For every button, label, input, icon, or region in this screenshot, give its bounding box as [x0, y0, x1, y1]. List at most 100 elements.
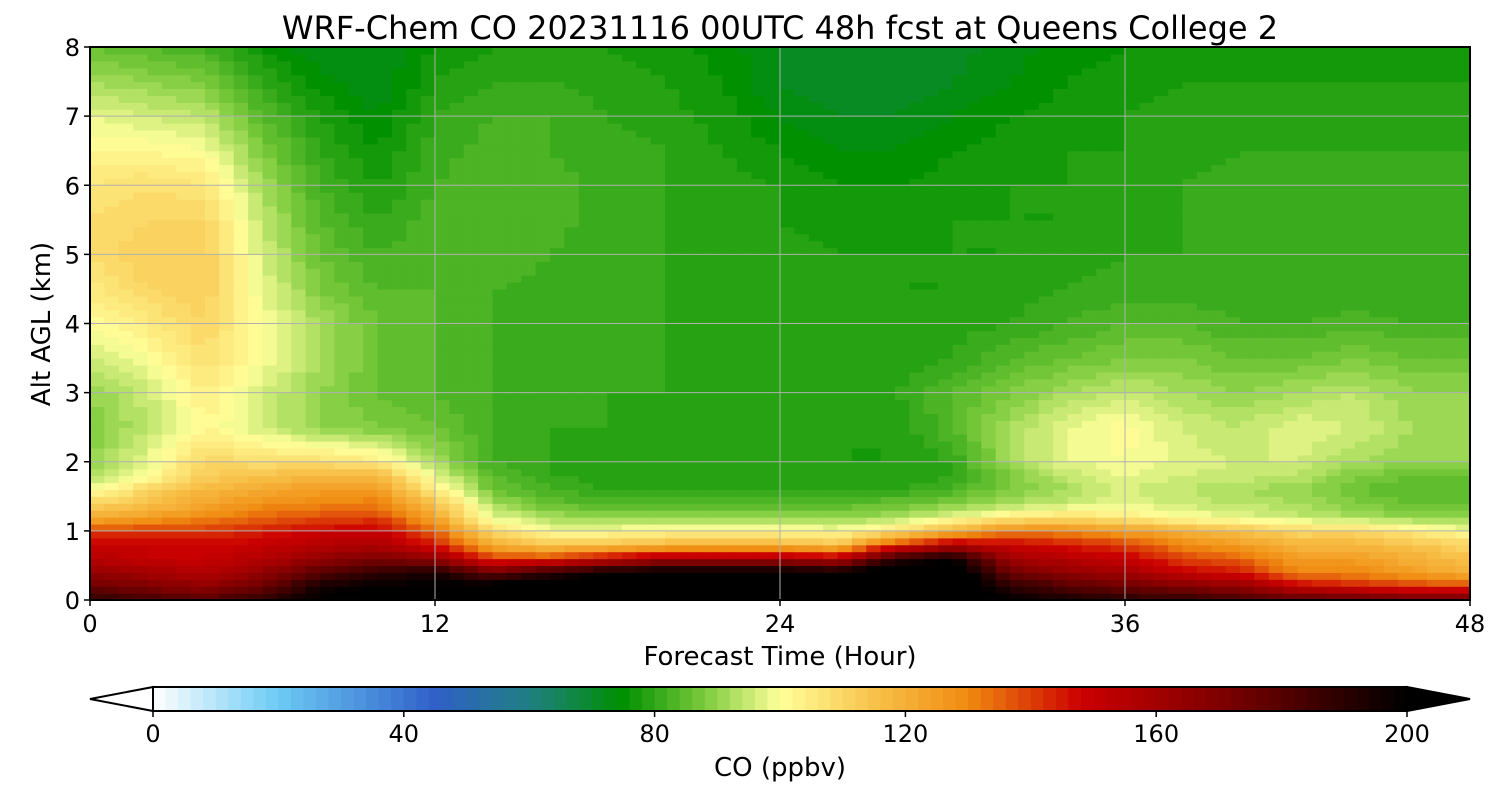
heatmap-cell [334, 406, 350, 414]
heatmap-cell [320, 489, 335, 497]
heatmap-cell [880, 558, 896, 567]
heatmap-cell [348, 468, 364, 477]
heatmap-cell [751, 468, 767, 477]
heatmap-cell [1081, 330, 1097, 338]
heatmap-cell [621, 399, 637, 408]
heatmap-cell [463, 240, 479, 249]
heatmap-cell [1297, 447, 1313, 456]
heatmap-cell [895, 544, 910, 553]
heatmap-cell [463, 461, 479, 470]
heatmap-cell [593, 247, 609, 255]
heatmap-cell [1139, 496, 1155, 504]
heatmap-cell [1182, 523, 1198, 532]
heatmap-cell [262, 323, 278, 332]
heatmap-cell [1125, 496, 1140, 504]
heatmap-cell [1268, 302, 1284, 311]
heatmap-cell [147, 371, 163, 380]
heatmap-cell [607, 240, 623, 249]
heatmap-cell [966, 330, 982, 338]
heatmap-cell [348, 503, 364, 511]
heatmap-cell [190, 364, 206, 373]
heatmap-cell [521, 523, 537, 532]
heatmap-cell [851, 517, 867, 525]
heatmap-cell [837, 579, 853, 587]
heatmap-cell [1110, 406, 1126, 414]
heatmap-cell [320, 392, 335, 401]
heatmap-cell [995, 475, 1011, 484]
heatmap-cell [320, 351, 335, 359]
heatmap-cell [1398, 468, 1414, 477]
heatmap-cell [693, 406, 709, 414]
heatmap-cell [406, 323, 422, 332]
heatmap-cell [780, 371, 795, 380]
heatmap-cell [478, 565, 494, 573]
heatmap-cell [233, 378, 249, 387]
heatmap-cell [190, 295, 206, 304]
heatmap-cell [1053, 288, 1069, 297]
heatmap-cell [1355, 275, 1370, 283]
heatmap-cell [1254, 441, 1270, 449]
heatmap-cell [1139, 427, 1155, 435]
heatmap-cell [1053, 240, 1069, 249]
heatmap-cell [147, 399, 163, 408]
heatmap-cell [219, 420, 235, 428]
heatmap-cell [1196, 579, 1212, 587]
heatmap-cell [621, 447, 637, 456]
heatmap-cell [1125, 503, 1140, 511]
heatmap-cell [1225, 579, 1241, 587]
heatmap-cell [1110, 510, 1126, 518]
heatmap-cell [1369, 371, 1385, 380]
heatmap-cell [708, 364, 724, 373]
heatmap-cell [1383, 371, 1399, 380]
heatmap-cell [1038, 268, 1054, 276]
heatmap-cell [133, 337, 149, 345]
heatmap-cell [722, 489, 738, 497]
heatmap-cell [420, 337, 436, 345]
heatmap-cell [363, 558, 379, 567]
heatmap-cell [1196, 275, 1212, 283]
heatmap-cell [952, 261, 968, 269]
heatmap-cell [305, 579, 321, 587]
heatmap-cell [334, 385, 350, 394]
heatmap-cell [751, 482, 767, 490]
heatmap-cell [190, 475, 206, 484]
heatmap-cell [1182, 288, 1198, 297]
heatmap-cell [205, 323, 220, 332]
heatmap-cell [938, 461, 954, 470]
heatmap-cell [363, 441, 379, 449]
heatmap-cell [118, 434, 134, 442]
heatmap-cell [895, 441, 910, 449]
heatmap-cell [1125, 461, 1140, 470]
heatmap-cell [1340, 558, 1356, 567]
heatmap-cell [923, 275, 939, 283]
heatmap-cell [463, 586, 479, 594]
heatmap-cell [1369, 434, 1385, 442]
heatmap-cell [823, 517, 839, 525]
heatmap-cell [736, 468, 752, 477]
heatmap-cell [1455, 565, 1471, 573]
heatmap-cell [938, 523, 954, 532]
heatmap-cell [320, 399, 335, 408]
heatmap-cell [406, 523, 422, 532]
heatmap-cell [535, 399, 551, 408]
heatmap-cell [104, 358, 120, 366]
heatmap-cell [1038, 496, 1054, 504]
heatmap-cell [291, 385, 307, 394]
heatmap-cell [1383, 413, 1399, 421]
heatmap-cell [837, 593, 853, 601]
heatmap-cell [1369, 503, 1385, 511]
heatmap-cell [1010, 510, 1025, 518]
heatmap-cell [1268, 337, 1284, 345]
heatmap-cell [205, 551, 220, 560]
heatmap-cell [650, 364, 666, 373]
heatmap-cell [190, 461, 206, 470]
heatmap-cell [161, 344, 177, 352]
heatmap-cell [1426, 447, 1442, 456]
heatmap-cell [1153, 475, 1169, 484]
heatmap-cell [1038, 544, 1054, 553]
heatmap-cell [1311, 489, 1327, 497]
heatmap-cell [535, 413, 551, 421]
heatmap-cell [751, 434, 767, 442]
heatmap-cell [722, 358, 738, 366]
heatmap-cell [923, 544, 939, 553]
